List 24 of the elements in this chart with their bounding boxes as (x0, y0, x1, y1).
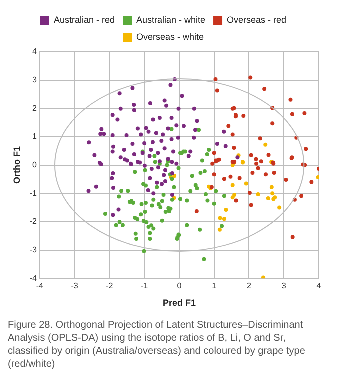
legend-label: Overseas - red (227, 14, 287, 25)
y-axis-title: Ortho F1 (12, 146, 22, 184)
caption: Figure 28. Orthogonal Projection of Latent Structures–Discriminant Analysis (OPLS-DA) using the isotope ratios of B, Li, O and Sr, classified by origin (Australia/overseas) and coloured by grape type (red/white) (8, 319, 306, 371)
x-tick-label: -1 (141, 282, 149, 291)
y-tick-label: -3 (30, 245, 38, 254)
y-tick-label: -2 (30, 217, 38, 226)
y-tick-label: 0 (32, 160, 38, 170)
y-tick-label: -4 (30, 274, 38, 283)
x-axis-title: Pred F1 (162, 298, 196, 308)
y-tick-label: 2 (32, 104, 38, 113)
y-tick-label: -1 (30, 188, 38, 198)
y-tick-label: 4 (32, 47, 38, 56)
y-tick-label: 3 (32, 76, 38, 85)
legend-label: Overseas - white (136, 32, 204, 42)
x-tick-label: 3 (282, 282, 287, 291)
x-tick-label: 2 (247, 282, 252, 291)
x-tick-label: 0 (177, 282, 182, 291)
y-tick-label: 1 (32, 132, 38, 142)
x-tick-label: 1 (212, 282, 218, 291)
legend-label: Australian - white (136, 14, 206, 25)
x-tick-label: -3 (71, 282, 79, 291)
x-tick-label: 4 (316, 282, 322, 291)
x-tick-label: -2 (106, 282, 114, 291)
legend-label: Australian - red (54, 14, 115, 25)
